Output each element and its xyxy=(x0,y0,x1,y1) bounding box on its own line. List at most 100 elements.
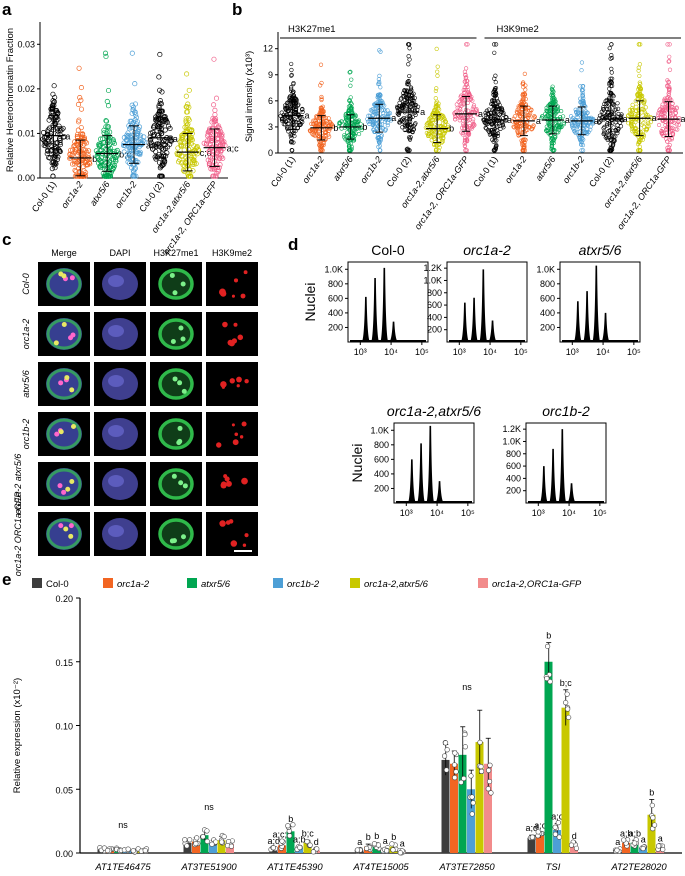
data-point xyxy=(629,106,634,111)
data-point xyxy=(547,102,552,108)
significance-letter: b xyxy=(288,814,293,824)
data-point xyxy=(616,111,621,117)
data-point xyxy=(83,162,89,168)
bar xyxy=(475,742,484,853)
data-point xyxy=(576,122,581,128)
data-point xyxy=(342,135,347,140)
replicate-point xyxy=(375,842,382,848)
significance-letter: b xyxy=(92,154,97,164)
data-point xyxy=(103,151,109,157)
data-point xyxy=(184,71,190,77)
data-point xyxy=(80,164,86,170)
chromocenter-spot xyxy=(65,486,71,492)
data-point xyxy=(319,96,324,101)
data-point xyxy=(579,148,584,153)
data-point xyxy=(352,121,357,126)
data-point xyxy=(559,108,564,114)
ploidy-peak xyxy=(583,291,592,342)
x-tick-label: 10⁵ xyxy=(514,347,528,357)
data-point xyxy=(660,126,665,132)
data-point xyxy=(412,95,417,101)
nucleus-blob xyxy=(159,419,193,449)
data-point xyxy=(549,103,554,108)
data-point xyxy=(83,170,89,176)
significance-letter: a xyxy=(400,838,405,848)
data-point xyxy=(665,133,670,138)
data-point xyxy=(463,135,468,141)
data-point xyxy=(156,103,162,109)
data-point xyxy=(643,105,648,110)
data-point xyxy=(522,71,527,77)
significance-letter: b;c xyxy=(302,828,315,838)
data-point xyxy=(661,110,666,115)
data-point xyxy=(575,110,580,115)
data-point xyxy=(577,133,582,138)
data-point xyxy=(327,120,332,125)
data-point xyxy=(611,125,616,130)
replicate-point xyxy=(228,843,234,849)
significance-letter: a xyxy=(391,113,396,123)
replicate-point xyxy=(485,786,491,792)
data-point xyxy=(379,133,384,138)
data-point xyxy=(347,147,352,152)
data-point xyxy=(121,149,127,155)
data-point xyxy=(405,79,410,85)
data-point xyxy=(323,130,328,135)
data-point xyxy=(80,131,86,137)
data-point xyxy=(604,102,609,107)
y-tick-label: 0.05 xyxy=(55,785,73,795)
data-point xyxy=(55,125,61,132)
data-point xyxy=(465,84,470,89)
data-point xyxy=(407,46,412,51)
data-point xyxy=(670,116,675,121)
data-point xyxy=(549,100,554,105)
data-point xyxy=(367,121,372,126)
data-point xyxy=(316,137,321,142)
replicate-point xyxy=(660,846,666,853)
data-point xyxy=(612,138,617,144)
data-point xyxy=(411,124,416,129)
data-point xyxy=(150,146,156,152)
data-point xyxy=(215,124,221,130)
data-point xyxy=(492,87,498,92)
data-point xyxy=(319,108,324,113)
y-tick-label: 400 xyxy=(540,308,555,318)
row-label: Col-0 xyxy=(21,273,31,295)
nucleus-blob xyxy=(108,425,124,437)
data-point xyxy=(615,101,620,106)
replicate-point xyxy=(547,679,553,685)
data-point xyxy=(105,103,112,109)
bar xyxy=(458,754,467,853)
data-point xyxy=(405,82,410,87)
section-header-h3k9me2: H3K9me2 xyxy=(497,24,539,35)
significance-letter: a;c xyxy=(534,821,547,831)
x-tick-label: Col-0 (1) xyxy=(30,179,58,213)
data-point xyxy=(327,128,332,133)
data-point xyxy=(215,149,221,156)
bar xyxy=(200,835,209,853)
data-point xyxy=(284,101,290,106)
nucleus-blob xyxy=(46,368,82,400)
data-point xyxy=(300,106,305,112)
significance-letter: c;d xyxy=(200,148,212,158)
data-point xyxy=(676,122,681,128)
data-point xyxy=(607,80,612,85)
data-point xyxy=(607,106,612,111)
data-point xyxy=(432,142,437,147)
data-point xyxy=(662,96,667,101)
data-point xyxy=(103,160,109,166)
data-point xyxy=(74,160,80,166)
significance-letter: a;c xyxy=(227,144,240,154)
data-point xyxy=(103,118,109,124)
data-point xyxy=(618,124,624,129)
y-tick-label: 600 xyxy=(506,461,521,471)
data-point xyxy=(433,96,438,101)
data-point xyxy=(191,161,197,168)
data-point xyxy=(291,128,297,133)
data-point xyxy=(347,108,352,114)
data-point xyxy=(211,166,217,172)
data-point xyxy=(608,76,613,81)
chromocenter-spot xyxy=(177,380,183,386)
data-point xyxy=(643,113,649,118)
